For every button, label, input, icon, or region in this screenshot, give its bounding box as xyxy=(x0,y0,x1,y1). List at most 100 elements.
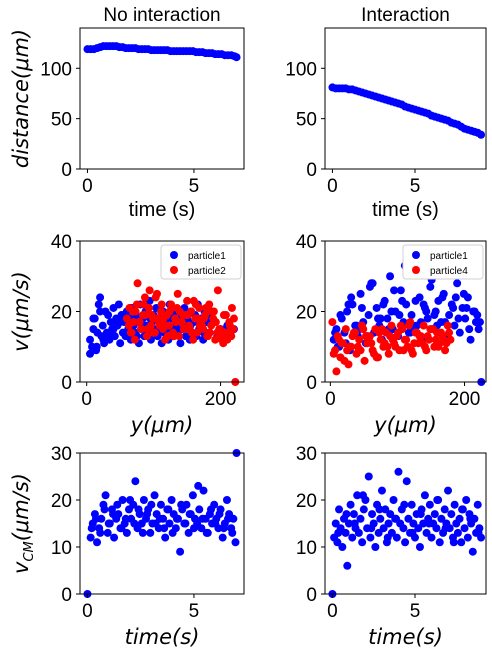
data-point xyxy=(193,314,202,323)
data-point xyxy=(459,289,468,298)
data-point xyxy=(474,528,483,537)
data-point xyxy=(155,514,164,523)
data-point xyxy=(431,335,440,344)
data-point xyxy=(222,496,231,504)
data-point xyxy=(383,533,392,542)
data-point xyxy=(353,491,362,500)
chart-title: Interaction xyxy=(361,5,450,26)
y-tick-label: 10 xyxy=(296,538,317,559)
legend-box xyxy=(402,244,484,280)
series-particle4 xyxy=(328,318,455,376)
data-point xyxy=(439,335,448,344)
data-point xyxy=(217,335,226,344)
legend-entry: particle1 xyxy=(188,251,226,262)
data-point xyxy=(368,510,377,519)
data-point xyxy=(466,514,475,523)
data-point xyxy=(450,500,459,509)
data-point xyxy=(451,293,460,302)
data-point xyxy=(157,300,166,309)
data-point xyxy=(86,349,95,358)
data-point xyxy=(473,311,482,320)
data-point xyxy=(94,300,103,309)
data-point xyxy=(429,325,438,334)
data-point xyxy=(167,496,176,504)
data-point xyxy=(177,500,186,509)
y-tick-label: 0 xyxy=(61,373,72,394)
data-point xyxy=(86,533,95,542)
series-series1 xyxy=(83,42,241,62)
data-point xyxy=(389,496,398,504)
data-point xyxy=(101,491,110,500)
data-point xyxy=(116,339,125,348)
data-point xyxy=(211,519,220,528)
y-tick-label: 30 xyxy=(296,444,317,465)
x-tick-label: 5 xyxy=(189,176,200,197)
data-point xyxy=(117,524,126,533)
data-point xyxy=(441,346,450,355)
x-axis-label: y(μm) xyxy=(130,413,194,437)
data-point xyxy=(356,289,365,298)
data-point xyxy=(374,528,383,537)
data-point xyxy=(377,486,386,495)
data-point xyxy=(96,293,105,302)
data-point xyxy=(129,318,138,327)
data-point xyxy=(189,524,198,533)
data-point xyxy=(357,303,366,312)
y-tick-label: 0 xyxy=(61,160,72,181)
data-point xyxy=(104,519,113,528)
data-point xyxy=(130,335,139,344)
data-point xyxy=(399,346,408,355)
data-point xyxy=(179,325,188,334)
data-point xyxy=(407,500,416,509)
plot-frame xyxy=(324,452,487,595)
data-point xyxy=(445,328,454,337)
data-point xyxy=(219,524,228,533)
legend: particle1 particle2 xyxy=(160,244,242,280)
data-point xyxy=(410,339,419,348)
x-axis-label: time(s) xyxy=(125,625,200,649)
data-point xyxy=(183,296,192,305)
data-point xyxy=(462,303,471,312)
data-point xyxy=(435,538,444,547)
data-point xyxy=(386,272,395,281)
data-point xyxy=(341,528,350,537)
data-point xyxy=(229,314,238,323)
data-point xyxy=(381,505,390,514)
data-point xyxy=(473,500,482,509)
series-series1 xyxy=(83,449,241,598)
data-point xyxy=(329,349,338,358)
data-point xyxy=(367,524,376,533)
data-point xyxy=(344,519,353,528)
data-point xyxy=(126,496,135,504)
data-point xyxy=(355,335,364,344)
data-point xyxy=(386,332,395,341)
data-point xyxy=(341,325,350,334)
data-point xyxy=(199,486,208,495)
data-point xyxy=(411,296,420,305)
data-point xyxy=(343,561,352,570)
data-point xyxy=(219,311,228,320)
data-point xyxy=(130,519,139,528)
data-point xyxy=(133,279,142,288)
data-point xyxy=(171,318,180,327)
data-point xyxy=(335,505,344,514)
data-point xyxy=(376,314,385,323)
data-point xyxy=(132,300,141,309)
data-point xyxy=(225,321,234,330)
data-point xyxy=(161,321,170,330)
data-point xyxy=(340,356,349,365)
data-point xyxy=(359,505,368,514)
data-point xyxy=(202,528,211,537)
data-point xyxy=(160,524,169,533)
data-point xyxy=(392,533,401,542)
data-point xyxy=(184,528,193,537)
legend-marker xyxy=(412,251,420,259)
data-point xyxy=(438,293,447,302)
y-axis-label: distance(μm) xyxy=(9,29,33,168)
data-point xyxy=(440,505,449,514)
x-tick-label: 5 xyxy=(189,601,200,622)
data-point xyxy=(465,325,474,334)
data-point xyxy=(409,519,418,528)
data-point xyxy=(137,325,146,334)
